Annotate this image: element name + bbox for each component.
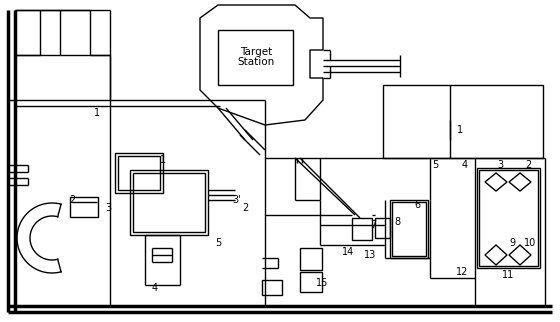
Bar: [375, 218, 390, 238]
Text: 8: 8: [394, 217, 400, 227]
Bar: [218, 30, 293, 85]
Text: 14: 14: [342, 247, 354, 257]
Text: Target: Target: [240, 47, 272, 57]
Text: 1: 1: [160, 155, 166, 165]
Bar: [133, 173, 205, 232]
Text: 3: 3: [105, 203, 111, 213]
Bar: [130, 170, 208, 235]
Text: 1: 1: [94, 108, 100, 118]
Text: 7: 7: [370, 220, 376, 230]
Text: 5: 5: [215, 238, 221, 248]
Text: 12: 12: [456, 267, 468, 277]
Bar: [477, 168, 540, 268]
Text: 2: 2: [242, 203, 248, 213]
Text: 3: 3: [497, 160, 503, 170]
Text: 9: 9: [509, 238, 515, 248]
Bar: [352, 218, 372, 240]
Text: 5: 5: [432, 160, 438, 170]
Text: 10: 10: [524, 238, 536, 248]
Text: 3': 3': [233, 195, 241, 205]
Text: 4: 4: [152, 283, 158, 293]
Bar: [392, 202, 426, 256]
Text: 11: 11: [502, 270, 514, 280]
Text: 15: 15: [316, 278, 328, 288]
Bar: [262, 280, 282, 295]
Bar: [390, 200, 428, 258]
Text: 1: 1: [457, 125, 463, 135]
Bar: [479, 170, 538, 266]
Text: Station: Station: [237, 57, 274, 67]
Text: 13: 13: [364, 250, 376, 260]
Bar: [300, 248, 322, 270]
Bar: [118, 156, 160, 190]
Bar: [300, 272, 322, 292]
Text: 2: 2: [69, 195, 75, 205]
Text: 2: 2: [525, 160, 531, 170]
Bar: [70, 197, 98, 217]
Bar: [115, 153, 163, 193]
Text: 4: 4: [462, 160, 468, 170]
Bar: [383, 85, 543, 158]
Text: 6: 6: [414, 200, 420, 210]
